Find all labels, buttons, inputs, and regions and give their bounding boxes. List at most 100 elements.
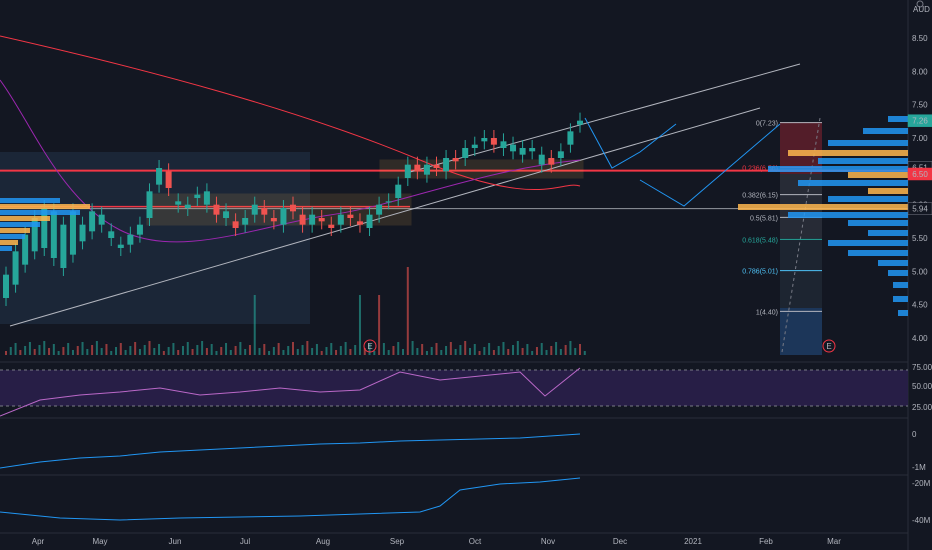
volume-bar [406, 267, 409, 355]
price-axis-tick: 5.50 [912, 234, 928, 243]
candle [538, 154, 545, 165]
candle [270, 218, 277, 222]
candle [146, 191, 153, 218]
volume-bar [24, 346, 27, 355]
volume-profile-bar [848, 172, 908, 178]
price-axis-tick: 4.50 [912, 301, 928, 310]
volume-bar [502, 342, 505, 355]
volume-bar [282, 350, 285, 355]
volume-bar [459, 345, 462, 355]
candle [203, 191, 210, 205]
time-axis-label: May [92, 537, 107, 546]
volume-bar [153, 348, 156, 355]
price-axis-tick: 4.00 [912, 334, 928, 343]
volume-bar [76, 346, 79, 355]
candle [50, 211, 57, 258]
volume-bar [483, 347, 486, 355]
candle [318, 218, 325, 222]
price-tag [907, 202, 932, 215]
volume-bar [162, 351, 165, 355]
price-tag-label: 7.26 [912, 117, 928, 126]
volume-bar [311, 348, 314, 355]
candle [299, 214, 306, 225]
volume-bar [129, 346, 132, 355]
volume-bar [488, 343, 491, 355]
volume-bar [507, 349, 510, 355]
rsi-band [0, 370, 908, 406]
volume-profile-bar [863, 128, 908, 134]
volume-bar [158, 344, 161, 355]
volume-profile-bar [828, 240, 908, 246]
volume-bar [387, 350, 390, 355]
volume-bar [545, 350, 548, 355]
earnings-marker[interactable] [822, 339, 836, 353]
volume-bar [382, 343, 385, 355]
volume-bar [421, 344, 424, 355]
earnings-marker[interactable] [363, 339, 377, 353]
volume-bar [335, 350, 338, 355]
fib-level-label: 1(4.40) [756, 309, 778, 316]
candle [490, 138, 497, 145]
volume-bar [14, 343, 17, 355]
volume-bar [115, 347, 118, 355]
volume-bar [177, 350, 180, 355]
candle [385, 201, 392, 203]
candle [136, 224, 143, 235]
candle [328, 224, 335, 228]
fib-level-label: 0.618(5.48) [742, 237, 778, 244]
earnings-label: E [367, 342, 372, 351]
price-tag-label: 6.50 [912, 170, 928, 179]
fib-level-label: 0.5(5.81) [750, 215, 778, 222]
candle [242, 218, 249, 225]
candle [423, 164, 430, 175]
volume-bar [535, 347, 538, 355]
volume-bar [392, 346, 395, 355]
volume-bar [277, 343, 280, 355]
volume-bar [555, 342, 558, 355]
candle [79, 224, 86, 242]
volume-bar [320, 351, 323, 355]
volume-bar [354, 345, 357, 355]
volume-bar [445, 346, 448, 355]
volume-bar [105, 344, 108, 355]
volume-bar [48, 348, 51, 355]
candle [156, 168, 163, 185]
volume-bar [33, 349, 36, 355]
volume-bar [62, 347, 65, 355]
volume-bar [100, 348, 103, 355]
candle [548, 158, 555, 165]
volume-profile-bar [798, 180, 908, 186]
volume-bar [71, 350, 74, 355]
time-axis-label: Mar [827, 537, 841, 546]
volume-bar [95, 341, 98, 355]
volume-bar [435, 343, 438, 355]
candle [31, 218, 38, 252]
time-axis-label: Nov [541, 537, 555, 546]
volume-profile-bar [0, 246, 12, 251]
volume-bar [81, 342, 84, 355]
volume-bar [378, 295, 381, 355]
candle [395, 184, 402, 198]
volume-profile-bar [828, 196, 908, 202]
candle [500, 141, 507, 148]
volume-bar [229, 350, 232, 355]
volume-bar [110, 351, 113, 355]
volume-bar [373, 351, 376, 355]
volume-bar [9, 347, 12, 355]
volume-profile-bar [898, 310, 908, 316]
candle [194, 194, 201, 198]
volume-bar [306, 341, 309, 355]
volume-profile-bar [0, 204, 90, 209]
volume-bar [138, 349, 141, 355]
candle [12, 251, 19, 285]
candle [471, 144, 478, 148]
price-tag [907, 167, 932, 181]
volume-bar [526, 344, 529, 355]
gear-icon[interactable] [916, 0, 924, 8]
candle [280, 208, 287, 225]
volume-bar [215, 351, 218, 355]
volume-profile-bar [888, 116, 908, 122]
volume-bar [172, 343, 175, 355]
candle [481, 138, 488, 142]
